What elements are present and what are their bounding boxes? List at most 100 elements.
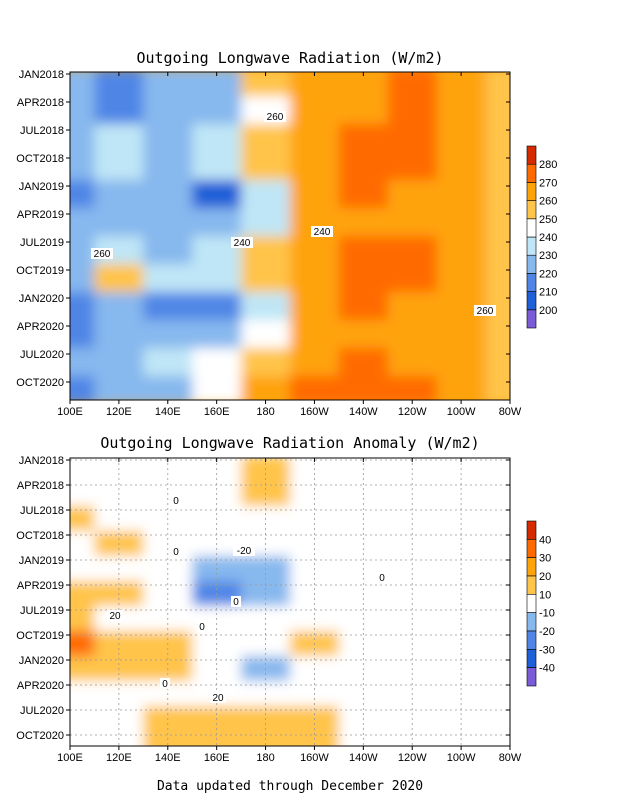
- x-tick-label: 140E: [155, 406, 181, 418]
- heat-cell: [387, 72, 438, 97]
- heat-cell: [290, 681, 340, 707]
- olr-field: [70, 72, 510, 400]
- heat-cell: [143, 124, 194, 153]
- heat-cell: [94, 376, 145, 400]
- heat-cell: [241, 208, 291, 237]
- contour-label-bg: [231, 237, 253, 248]
- colorbar-label: 30: [539, 553, 551, 565]
- y-tick-label: JAN2018: [19, 69, 64, 81]
- heat-cell: [192, 208, 243, 237]
- heat-cell: [94, 348, 145, 377]
- colorbar-label: 200: [539, 305, 557, 317]
- olr-anomaly-field: [70, 458, 510, 746]
- heat-cell: [290, 320, 340, 349]
- contour-label-bg: [107, 610, 123, 621]
- heat-cell: [387, 320, 438, 349]
- heat-cell: [192, 124, 243, 153]
- heat-cell: [241, 180, 291, 209]
- heat-cell: [290, 96, 340, 125]
- contour-label-bg: [171, 495, 181, 506]
- contour-label: 0: [379, 573, 385, 584]
- heat-cell: [94, 208, 145, 237]
- contour-label: 260: [267, 112, 284, 123]
- contour-label: 0: [173, 496, 179, 507]
- heat-cell: [241, 376, 291, 400]
- olr-anomaly-plot-frame: [69, 457, 511, 747]
- heat-cell: [143, 152, 194, 181]
- y-tick-label: APR2018: [17, 480, 64, 492]
- x-tick-label: 160E: [204, 406, 230, 418]
- heat-cell: [241, 348, 291, 377]
- heat-cell: [387, 376, 438, 400]
- x-tick-label: 100E: [57, 752, 83, 764]
- heat-cell: [192, 72, 243, 97]
- heat-cell: [192, 506, 243, 532]
- olr-anomaly-grid: [70, 458, 510, 746]
- y-tick-label: APR2019: [17, 209, 64, 221]
- x-tick-label: 180: [256, 406, 274, 418]
- heat-cell: [192, 292, 243, 321]
- heat-cell: [94, 124, 145, 153]
- y-tick-label: OCT2020: [16, 730, 64, 742]
- heat-cell: [94, 96, 145, 125]
- contour-label: 20: [109, 611, 121, 622]
- colorbar-label: 250: [539, 214, 557, 226]
- heat-cell: [485, 72, 510, 97]
- heat-cell: [290, 72, 340, 97]
- heat-cell: [290, 556, 340, 582]
- heat-cell: [70, 458, 96, 482]
- heat-cell: [338, 236, 389, 265]
- colorbar-swatch: [526, 557, 537, 577]
- heat-cell: [436, 236, 487, 265]
- heat-cell: [485, 124, 510, 153]
- heat-cell: [436, 264, 487, 293]
- colorbar-swatch: [526, 254, 537, 274]
- heat-cell: [387, 208, 438, 237]
- contour-label-bg: [233, 545, 255, 556]
- heat-cell: [290, 348, 340, 377]
- heat-cell: [192, 731, 243, 746]
- heat-cell: [241, 264, 291, 293]
- colorbar-label: 210: [539, 287, 557, 299]
- heat-cell: [387, 152, 438, 181]
- heat-cell: [70, 292, 96, 321]
- heat-cell: [94, 152, 145, 181]
- heat-cell: [143, 208, 194, 237]
- contour-label: 0: [233, 597, 239, 608]
- colorbar-swatch: [526, 273, 537, 292]
- heat-cell: [192, 320, 243, 349]
- contour-label-bg: [474, 305, 496, 316]
- colorbar-swatch: [526, 182, 537, 201]
- heat-cell: [387, 180, 438, 209]
- heat-cell: [192, 264, 243, 293]
- heat-cell: [290, 180, 340, 209]
- heat-cell: [485, 264, 510, 293]
- heat-cell: [436, 124, 487, 153]
- contour-label: 260: [477, 306, 494, 317]
- heat-cell: [290, 236, 340, 265]
- y-tick-label: JAN2018: [19, 455, 64, 467]
- y-tick-label: APR2018: [17, 97, 64, 109]
- y-tick-label: JUL2020: [20, 705, 64, 717]
- colorbar-swatch: [526, 218, 537, 238]
- y-tick-label: APR2020: [17, 321, 64, 333]
- x-tick-label: 80W: [499, 406, 522, 418]
- y-tick-label: OCT2018: [16, 530, 64, 542]
- y-tick-label: JUL2019: [20, 605, 64, 617]
- heat-cell: [70, 152, 96, 181]
- heat-cell: [70, 96, 96, 125]
- heat-cell: [387, 264, 438, 293]
- x-tick-label: 120E: [106, 406, 132, 418]
- heat-cell: [485, 152, 510, 181]
- colorbar-label: 230: [539, 250, 557, 262]
- heat-cell: [94, 264, 145, 293]
- heat-cell: [436, 348, 487, 377]
- heat-cell: [94, 320, 145, 349]
- footer-note: Data updated through December 2020: [157, 779, 423, 794]
- contour-label: 240: [234, 238, 251, 249]
- olr-plot-frame: [69, 71, 511, 401]
- olr-colorbar: 200 210 220 230 240 250 260 270 280: [526, 145, 557, 329]
- heat-cell: [70, 208, 96, 237]
- heat-cell: [192, 706, 243, 732]
